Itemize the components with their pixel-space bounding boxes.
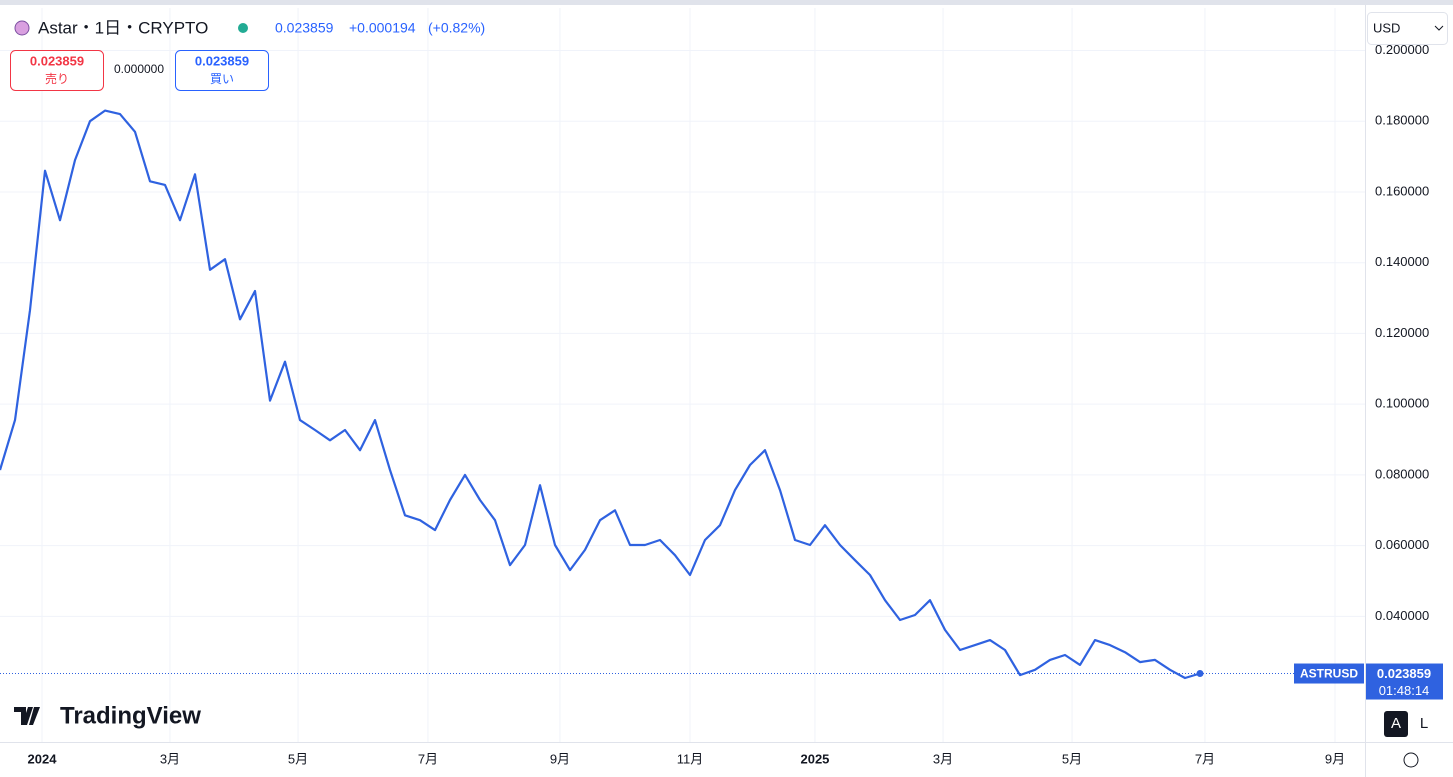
x-tick-label: 7月 xyxy=(418,751,438,766)
y-tick-label: 0.100000 xyxy=(1375,396,1429,411)
x-tick-label: 9月 xyxy=(1325,751,1345,766)
settings-icon[interactable] xyxy=(1403,752,1419,768)
plot xyxy=(0,109,1365,680)
top-border xyxy=(0,0,1453,5)
x-tick-label: 9月 xyxy=(550,751,570,766)
auto-label[interactable]: A xyxy=(1391,715,1401,732)
sell-price[interactable]: 0.023859 xyxy=(30,53,84,68)
change-pct: (+0.82%) xyxy=(428,20,485,36)
y-tick-label: 0.160000 xyxy=(1375,183,1429,198)
countdown: 01:48:14 xyxy=(1379,683,1430,698)
symbol-tag-label: ASTRUSD xyxy=(1300,667,1358,681)
grid xyxy=(0,8,1365,742)
sell-button[interactable] xyxy=(10,50,104,91)
symbol-icon xyxy=(14,20,30,36)
chart-title: Astar・1日・CRYPTO xyxy=(38,18,208,37)
y-tick-label: 0.060000 xyxy=(1375,537,1429,552)
buy-button[interactable] xyxy=(175,50,269,91)
last-quote: 0.023859 xyxy=(275,20,334,36)
symbol-tag xyxy=(1294,663,1364,684)
y-tick-label: 0.040000 xyxy=(1375,608,1429,623)
price-line xyxy=(0,109,1201,680)
logo-text: TradingView xyxy=(60,702,201,729)
x-tick-label: 7月 xyxy=(1195,751,1215,766)
price-tag xyxy=(1366,663,1443,700)
buy-label[interactable]: 買い xyxy=(210,72,234,86)
y-tick-label: 0.200000 xyxy=(1375,42,1429,57)
spread: 0.000000 xyxy=(114,62,164,76)
x-tick-label: 5月 xyxy=(288,751,308,766)
change: +0.000194 xyxy=(349,20,416,36)
x-tick-label: 2024 xyxy=(28,751,58,766)
sell-label[interactable]: 売り xyxy=(45,71,69,86)
y-tick-label: 0.080000 xyxy=(1375,466,1429,481)
x-tick-label: 5月 xyxy=(1062,751,1082,766)
status-dot xyxy=(238,23,248,33)
x-tick-label: 3月 xyxy=(933,751,953,766)
y-tick-label: 0.180000 xyxy=(1375,113,1429,128)
y-tick-label: 0.120000 xyxy=(1375,325,1429,340)
x-tick-label: 3月 xyxy=(160,751,180,766)
price-tag-label: 0.023859 xyxy=(1377,666,1431,681)
x-tick-label: 11月 xyxy=(677,751,704,766)
logo-mark xyxy=(14,707,40,725)
dropdown-arrow[interactable] xyxy=(1434,25,1444,31)
y-tick-label: 0.140000 xyxy=(1375,254,1429,269)
log-label[interactable]: L xyxy=(1420,715,1428,732)
buy-price[interactable]: 0.023859 xyxy=(195,53,249,68)
currency[interactable]: USD xyxy=(1373,20,1400,35)
auto-button[interactable] xyxy=(1384,711,1408,737)
currency-select[interactable] xyxy=(1367,12,1448,45)
x-tick-label: 2025 xyxy=(800,751,829,766)
